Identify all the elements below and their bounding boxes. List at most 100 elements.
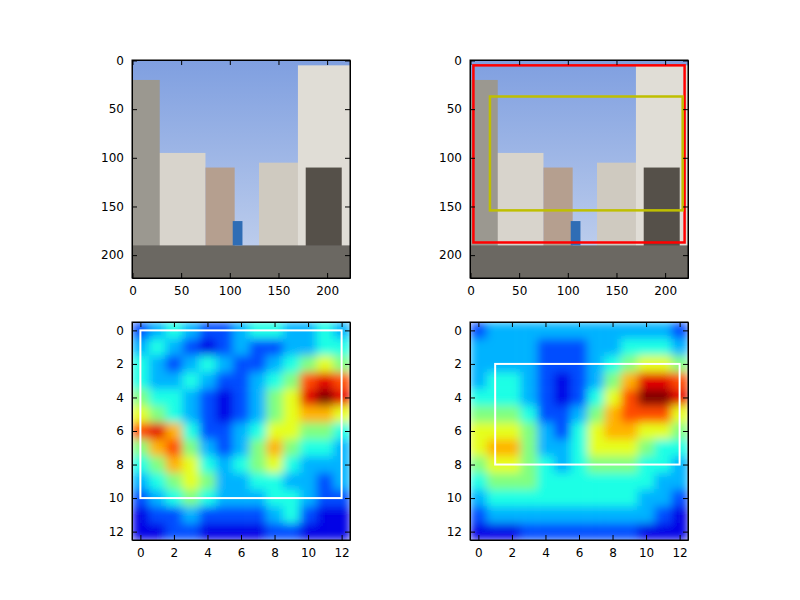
axis-line — [132, 61, 133, 279]
tick — [683, 206, 688, 207]
heatmap-cell — [537, 389, 554, 406]
heatmap-cell — [537, 439, 554, 456]
heatmap-cell — [520, 423, 537, 440]
tick: 4 — [542, 535, 550, 560]
heatmap-cell — [671, 490, 688, 507]
heatmap-cell — [199, 456, 216, 473]
axis-line — [470, 61, 471, 279]
heatmap-cell — [233, 372, 250, 389]
axis — [683, 323, 689, 541]
heatmap-cell — [233, 473, 250, 490]
heatmap-cell — [604, 423, 621, 440]
tick-label: 150 — [439, 200, 462, 214]
tick-mark — [683, 60, 688, 61]
tick: 4 — [454, 391, 475, 405]
heatmap-cell — [216, 523, 233, 540]
tick: 6 — [238, 535, 246, 560]
heatmap-cell — [333, 523, 350, 540]
tick — [207, 322, 208, 327]
tick-mark — [275, 535, 276, 540]
heatmap-cell — [182, 439, 199, 456]
heatmap-cell — [266, 473, 283, 490]
heatmap-cell — [571, 406, 588, 423]
tick-label: 2 — [116, 357, 124, 371]
tick-label: 200 — [439, 248, 462, 262]
tick-label: 2 — [454, 357, 462, 371]
heatmap-cell — [233, 423, 250, 440]
tick-label: 0 — [116, 324, 124, 338]
heatmap-cell — [638, 506, 655, 523]
heatmap-cell — [571, 506, 588, 523]
heatmap-cell — [487, 322, 504, 339]
tick — [683, 498, 688, 499]
heatmap-cell — [571, 473, 588, 490]
heatmap-cell — [283, 339, 300, 356]
heatmap-cell — [166, 456, 183, 473]
axis — [345, 61, 351, 279]
heatmap-cell — [654, 473, 671, 490]
heatmap-cell — [166, 523, 183, 540]
heatmap-cell — [537, 372, 554, 389]
tick: 100 — [439, 151, 475, 165]
heatmap-cell — [266, 356, 283, 373]
tick-mark — [613, 535, 614, 540]
axis-line — [688, 323, 689, 541]
heatmap-cell — [316, 523, 333, 540]
tick — [545, 322, 546, 327]
heatmap-cell — [638, 473, 655, 490]
axis-line — [350, 323, 351, 541]
heatmap-cell — [554, 439, 571, 456]
tick-label: 10 — [447, 491, 462, 505]
tick-mark — [683, 109, 688, 110]
tick-label: 0 — [116, 54, 124, 68]
photo-placeholder — [298, 65, 350, 269]
heatmap-cell — [621, 372, 638, 389]
tick-label: 100 — [219, 284, 242, 298]
tick-mark — [519, 60, 520, 65]
tick — [345, 465, 350, 466]
tick-mark — [345, 431, 350, 432]
tick-mark — [327, 273, 328, 278]
heatmap-cell — [199, 406, 216, 423]
tick-mark — [512, 535, 513, 540]
tick-label: 0 — [467, 284, 475, 298]
heatmap-cell — [149, 339, 166, 356]
heatmap-cell — [316, 372, 333, 389]
heatmap-cell — [132, 506, 149, 523]
heatmap-cell — [587, 339, 604, 356]
heatmap-cell — [149, 523, 166, 540]
tick-mark — [308, 322, 309, 327]
heatmap-cell — [199, 439, 216, 456]
tick-label: 4 — [116, 391, 124, 405]
tick: 2 — [116, 357, 137, 371]
tick: 50 — [512, 273, 527, 298]
tick: 100 — [101, 151, 137, 165]
heatmap-cell — [266, 439, 283, 456]
axis: 050100150200 — [439, 54, 475, 279]
tick-mark — [181, 273, 182, 278]
tick: 200 — [101, 248, 137, 262]
heatmap-cell — [671, 473, 688, 490]
heatmap-cell — [621, 506, 638, 523]
heatmap-cell — [300, 456, 317, 473]
heatmap-cell — [249, 389, 266, 406]
tick — [342, 322, 343, 327]
tick-label: 2 — [171, 546, 179, 560]
heatmap — [132, 322, 350, 540]
tick-mark — [665, 60, 666, 65]
tick-mark — [683, 532, 688, 533]
tick-label: 150 — [268, 284, 291, 298]
heatmap-cell — [571, 389, 588, 406]
tick — [174, 322, 175, 327]
tick-mark — [241, 322, 242, 327]
tick: 50 — [174, 273, 189, 298]
tick-mark — [568, 273, 569, 278]
tick: 0 — [116, 324, 137, 338]
heatmap-cell — [470, 423, 487, 440]
tick-label: 0 — [454, 324, 462, 338]
tick — [345, 498, 350, 499]
heatmap-cell — [216, 339, 233, 356]
tick — [345, 397, 350, 398]
heatmap-cell — [249, 439, 266, 456]
frame — [470, 322, 688, 540]
